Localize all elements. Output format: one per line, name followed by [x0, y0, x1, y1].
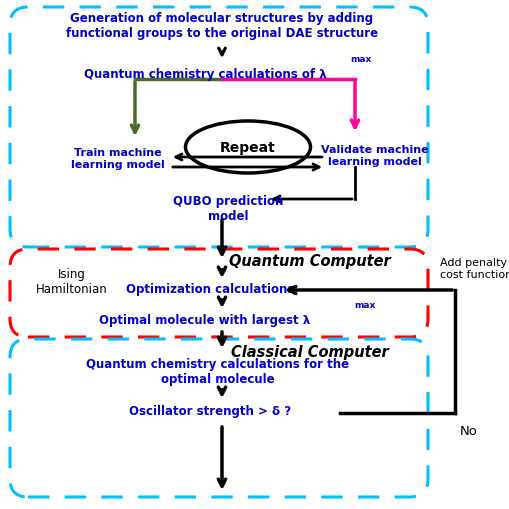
Text: Optimization calculations: Optimization calculations	[126, 282, 294, 295]
Text: Repeat: Repeat	[220, 140, 275, 155]
Text: Validate machine
learning model: Validate machine learning model	[321, 145, 428, 166]
Text: Quantum Computer: Quantum Computer	[229, 253, 390, 268]
Text: Ising
Hamiltonian: Ising Hamiltonian	[36, 267, 108, 295]
Text: Generation of molecular structures by adding
functional groups to the original D: Generation of molecular structures by ad…	[66, 12, 377, 40]
Text: Add penalty term to the
cost function: Add penalty term to the cost function	[439, 258, 509, 279]
Text: max: max	[353, 300, 375, 309]
Text: Quantum chemistry calculations of λ: Quantum chemistry calculations of λ	[83, 68, 326, 81]
Text: max: max	[349, 55, 371, 64]
Text: Oscillator strength > δ ?: Oscillator strength > δ ?	[129, 404, 291, 417]
Text: QUBO prediction
model: QUBO prediction model	[173, 194, 282, 222]
Text: No: No	[459, 424, 477, 437]
Text: Quantum chemistry calculations for the
optimal molecule: Quantum chemistry calculations for the o…	[86, 357, 349, 385]
Text: Train machine
learning model: Train machine learning model	[71, 148, 164, 169]
Text: Optimal molecule with largest λ: Optimal molecule with largest λ	[99, 314, 310, 326]
Ellipse shape	[185, 122, 310, 174]
Text: Classical Computer: Classical Computer	[231, 344, 388, 359]
